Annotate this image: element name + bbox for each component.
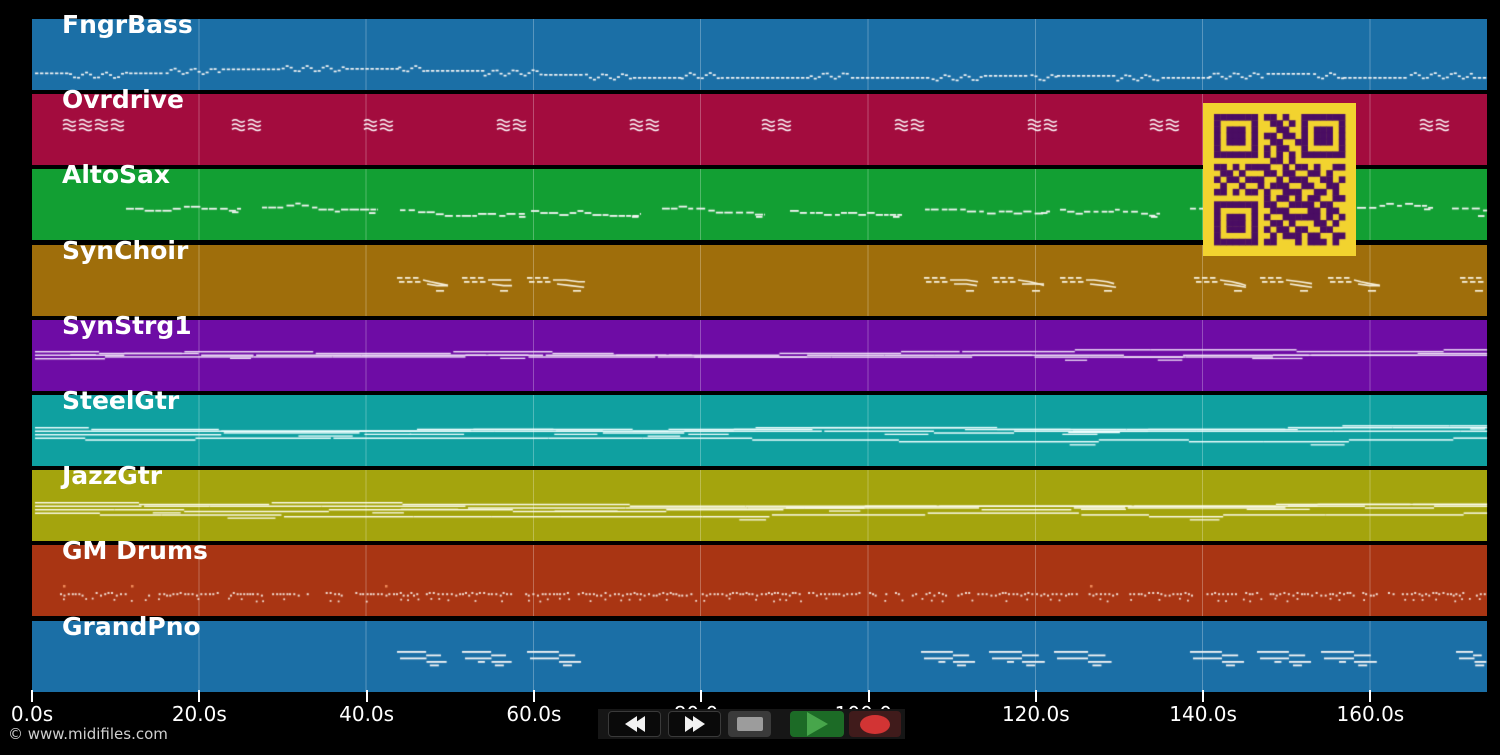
stop-icon — [736, 717, 763, 731]
transport-bar — [598, 709, 905, 739]
fast-forward-icon — [692, 716, 705, 732]
play-button[interactable] — [790, 711, 844, 737]
record-icon — [860, 714, 890, 734]
qr-code — [1203, 103, 1356, 256]
fast-forward-button[interactable] — [668, 711, 721, 737]
rewind-button[interactable] — [608, 711, 661, 737]
play-icon — [806, 712, 828, 736]
rewind-icon — [632, 716, 645, 732]
record-button[interactable] — [849, 711, 901, 737]
stop-button[interactable] — [728, 711, 771, 737]
